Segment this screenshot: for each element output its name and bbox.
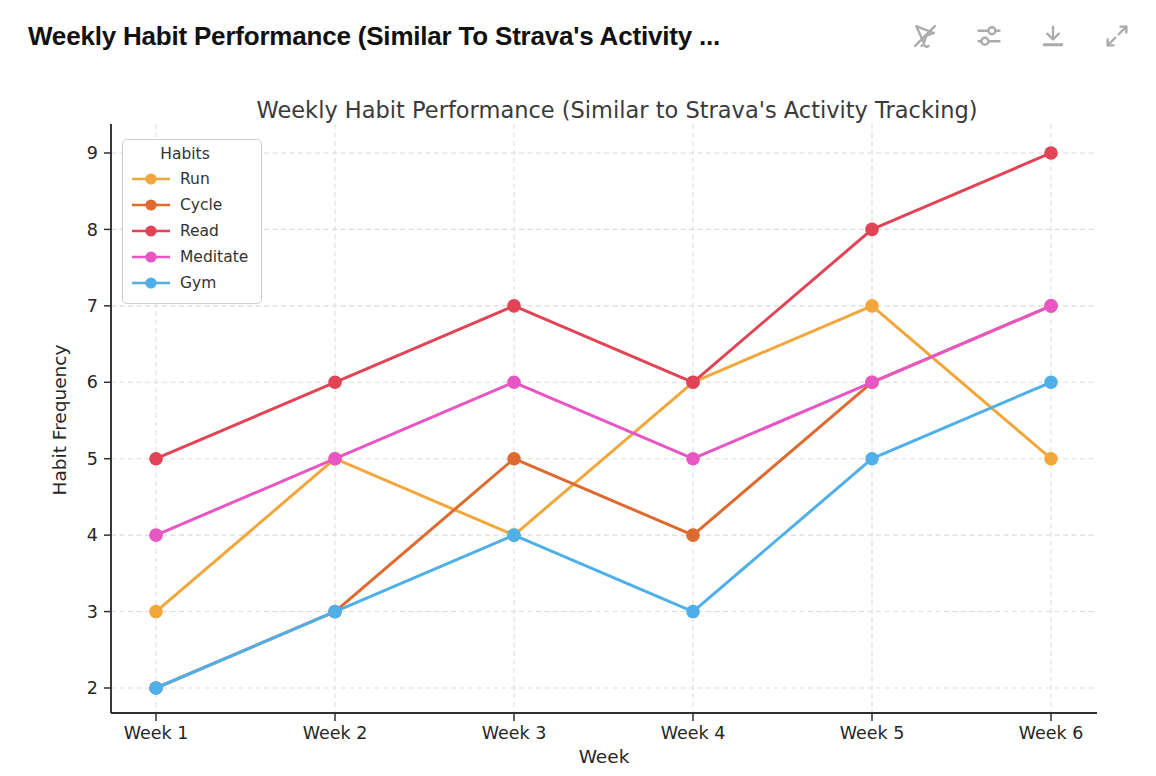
legend-swatch	[131, 198, 171, 212]
series-meditate	[149, 299, 1058, 542]
legend-swatch	[131, 224, 171, 238]
x-tick-label: Week 3	[482, 723, 547, 743]
legend-label: Cycle	[180, 196, 222, 214]
data-point	[1044, 452, 1058, 466]
data-point	[328, 452, 342, 466]
data-point	[507, 299, 521, 313]
expand-icon[interactable]	[1102, 21, 1132, 51]
x-tick-label: Week 5	[840, 723, 905, 743]
data-point	[149, 528, 163, 542]
legend-label: Gym	[180, 274, 216, 292]
data-point	[865, 299, 879, 313]
y-tick-label: 2	[87, 678, 98, 698]
legend-items: Run Cycle Read Meditate Gym	[131, 166, 253, 296]
data-point	[149, 452, 163, 466]
line-chart: Weekly Habit Performance (Similar to Str…	[0, 0, 1156, 776]
legend-label: Read	[180, 222, 219, 240]
data-point	[328, 605, 342, 619]
y-tick-label: 9	[87, 143, 98, 163]
x-axis-label: Week	[579, 746, 630, 767]
y-tick-label: 5	[87, 449, 98, 469]
x-tick-label: Week 6	[1019, 723, 1084, 743]
data-point	[1044, 146, 1058, 160]
data-point	[507, 375, 521, 389]
x-tick-label: Week 1	[124, 723, 189, 743]
legend-swatch	[131, 172, 171, 186]
data-point	[328, 375, 342, 389]
legend-label: Run	[180, 170, 210, 188]
legend-item-cycle: Cycle	[131, 192, 253, 218]
y-tick-label: 4	[87, 525, 98, 545]
legend-swatch	[131, 250, 171, 264]
chart-legend: Habits Run Cycle Read Meditate Gym	[122, 139, 262, 304]
data-point	[1044, 375, 1058, 389]
data-point	[149, 605, 163, 619]
download-icon[interactable]	[1038, 21, 1068, 51]
x-tick-label: Week 2	[303, 723, 368, 743]
x-tick-label: Week 4	[661, 723, 726, 743]
data-point	[686, 528, 700, 542]
toolbar: Weekly Habit Performance (Similar To Str…	[0, 0, 1156, 72]
legend-title: Habits	[131, 145, 253, 163]
y-axis-label: Habit Frequency	[49, 345, 70, 496]
toolbar-icons	[910, 21, 1132, 51]
data-point	[865, 223, 879, 237]
data-point	[865, 452, 879, 466]
data-point	[686, 452, 700, 466]
settings-sliders-icon[interactable]	[974, 21, 1004, 51]
interactivity-off-icon[interactable]	[910, 21, 940, 51]
legend-item-gym: Gym	[131, 270, 253, 296]
data-point	[865, 375, 879, 389]
chart-title: Weekly Habit Performance (Similar to Str…	[256, 97, 977, 123]
legend-item-read: Read	[131, 218, 253, 244]
data-point	[1044, 299, 1058, 313]
y-tick-label: 8	[87, 220, 98, 240]
legend-item-run: Run	[131, 166, 253, 192]
y-tick-label: 3	[87, 602, 98, 622]
y-tick-label: 6	[87, 372, 98, 392]
page-title: Weekly Habit Performance (Similar To Str…	[28, 21, 720, 52]
legend-label: Meditate	[180, 248, 248, 266]
y-tick-label: 7	[87, 296, 98, 316]
series-line	[156, 306, 1051, 535]
series-cycle	[149, 299, 1058, 695]
data-point	[686, 375, 700, 389]
data-point	[507, 452, 521, 466]
data-point	[149, 681, 163, 695]
legend-item-meditate: Meditate	[131, 244, 253, 270]
legend-swatch	[131, 276, 171, 290]
data-point	[686, 605, 700, 619]
data-point	[507, 528, 521, 542]
